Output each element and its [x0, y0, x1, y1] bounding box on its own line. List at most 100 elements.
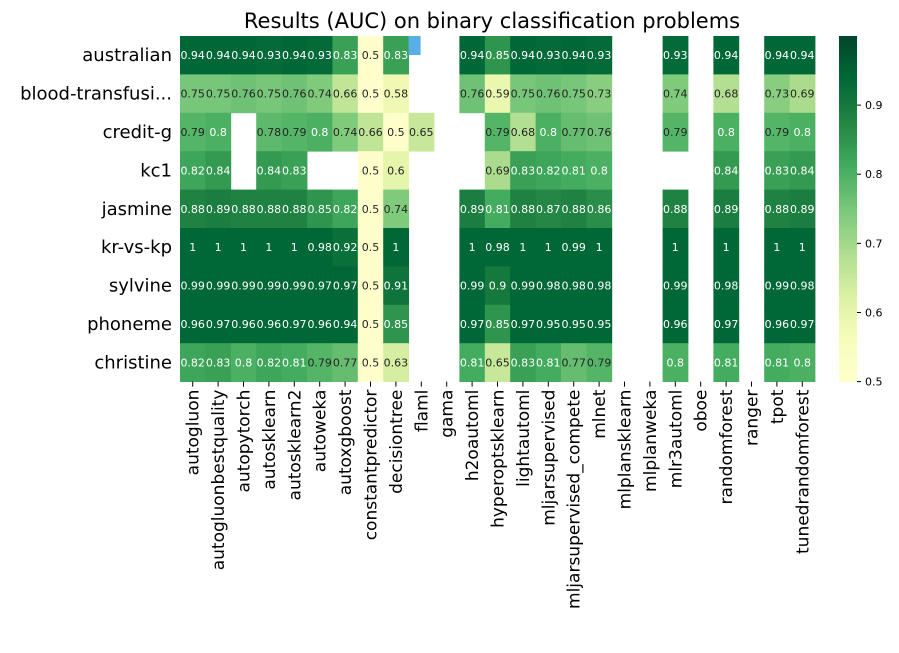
colorbar-segment: [839, 338, 857, 342]
heatmap-cell: [180, 189, 206, 229]
cell-value-label: 1: [723, 241, 730, 254]
colorbar-segment: [839, 300, 857, 305]
heatmap-cell: [459, 74, 486, 114]
heatmap-cell: [256, 151, 282, 190]
heatmap-cell: [510, 228, 536, 267]
heatmap-cell: [764, 112, 790, 152]
cell-value-label: 1: [291, 241, 298, 254]
colorbar-segment: [839, 154, 857, 158]
row-labels: australian blood-transfusi... credit-g kc1 j…: [20, 45, 172, 373]
heatmap-cell: [256, 112, 282, 152]
cell-value-label: 0.95: [587, 318, 612, 331]
cell-value-label: 0.5: [362, 280, 380, 293]
colorbar-segment: [839, 309, 857, 314]
column-label: autosklearn2: [285, 390, 305, 501]
heatmap-cell: [535, 151, 562, 190]
cell-value-label: 0.69: [485, 164, 510, 177]
heatmap-cell: [789, 343, 816, 382]
colorbar-segment: [839, 105, 857, 109]
colorbar-segment: [839, 254, 857, 259]
colorbar-segment: [839, 315, 857, 319]
chart-title: Results (AUC) on binary classification p…: [244, 9, 740, 33]
heatmap-cell: [561, 112, 587, 152]
colorbar-segment: [839, 180, 857, 184]
heatmap-cell: [510, 343, 536, 382]
cell-value-label: 0.88: [231, 203, 256, 216]
colorbar-segment: [839, 329, 857, 334]
heatmap-cell: [256, 266, 282, 306]
colorbar-segment: [839, 108, 857, 112]
cell-value-label: 0.98: [307, 241, 332, 254]
cell-value-label: 0.73: [765, 88, 790, 101]
colorbar-segment: [839, 203, 857, 207]
heatmap-cell: [789, 36, 816, 75]
cell-value-label: 0.89: [206, 203, 231, 216]
row-label: christine: [94, 352, 172, 373]
heatmap-cell: [230, 343, 257, 382]
colorbar-segment: [839, 182, 857, 187]
heatmap-cells: 0.94 0.94 0.94 0.93 0.94 0.93 0.83 0.5 0.83 0.94 0…: [180, 36, 816, 382]
cell-value-label: 0.92: [333, 241, 358, 254]
heatmap-cell: [307, 36, 333, 75]
cell-value-label: 0.65: [409, 126, 434, 139]
colorbar-segment: [839, 41, 857, 46]
colorbar-segment: [839, 240, 857, 244]
cell-value-label: 0.85: [485, 318, 510, 331]
cell-value-label: 0.76: [587, 126, 612, 139]
heatmap-cell: [230, 189, 257, 229]
colorbar-segment: [839, 136, 857, 141]
cell-value-label: 0.82: [536, 164, 561, 177]
heatmap-cell: [789, 228, 816, 267]
colorbar-segment: [839, 61, 857, 66]
colorbar-segment: [839, 156, 857, 161]
heatmap-cell: [561, 266, 587, 306]
cell-value-label: 0.8: [667, 356, 685, 369]
row-label: kr-vs-kp: [101, 237, 172, 258]
colorbar-segment: [839, 324, 857, 328]
heatmap-cell: [357, 151, 384, 190]
heatmap-cell: [383, 74, 409, 114]
heatmap-cell: [764, 151, 790, 190]
column-label: flaml: [412, 390, 432, 432]
cell-value-label: 0.99: [206, 280, 231, 293]
column-label: gama: [438, 390, 458, 438]
colorbar-segment: [839, 364, 857, 368]
cell-value-label: 1: [545, 241, 552, 254]
colorbar-segment: [839, 252, 857, 256]
heatmap-cell: [180, 36, 206, 75]
colorbar-segment: [839, 142, 857, 147]
cell-value-label: 0.5: [362, 49, 380, 62]
colorbar-segment: [839, 90, 857, 95]
heatmap-cell: [357, 228, 384, 267]
heatmap-cell: [383, 112, 409, 152]
heatmap-cell: [586, 189, 613, 229]
heatmap-cell: [332, 304, 359, 344]
cell-value-label: 0.77: [561, 356, 586, 369]
heatmap-cell: [230, 36, 257, 75]
cell-value-label: 0.98: [714, 280, 739, 293]
colorbar-segment: [839, 283, 857, 288]
cell-value-label: 0.97: [206, 318, 231, 331]
colorbar-segment: [839, 36, 857, 40]
cell-value-label: 0.77: [561, 126, 586, 139]
colorbar-segment: [839, 234, 857, 239]
cell-value-label: 0.8: [717, 126, 735, 139]
cell-value-label: 0.9: [489, 280, 507, 293]
colorbar-segment: [839, 191, 857, 195]
heatmap-cell: [205, 151, 232, 190]
colorbar-segment: [839, 102, 857, 106]
heatmap-cell: [713, 36, 740, 75]
cell-value-label: 0.99: [663, 280, 688, 293]
cell-value-label: 0.93: [587, 49, 612, 62]
colorbar-segment: [839, 159, 857, 164]
cell-value-label: 0.94: [714, 49, 739, 62]
heatmap-cell: [535, 228, 562, 267]
colorbar: 0.5 0.6 0.7 0.8 0.9: [839, 36, 883, 389]
cell-value-label: 0.96: [765, 318, 790, 331]
row-label: phoneme: [87, 314, 172, 335]
heatmap-cell: [484, 266, 511, 306]
heatmap-cell: [586, 343, 613, 382]
cell-value-label: 0.5: [362, 88, 380, 101]
heatmap-cell: [789, 151, 816, 190]
heatmap-cell: [383, 189, 409, 229]
